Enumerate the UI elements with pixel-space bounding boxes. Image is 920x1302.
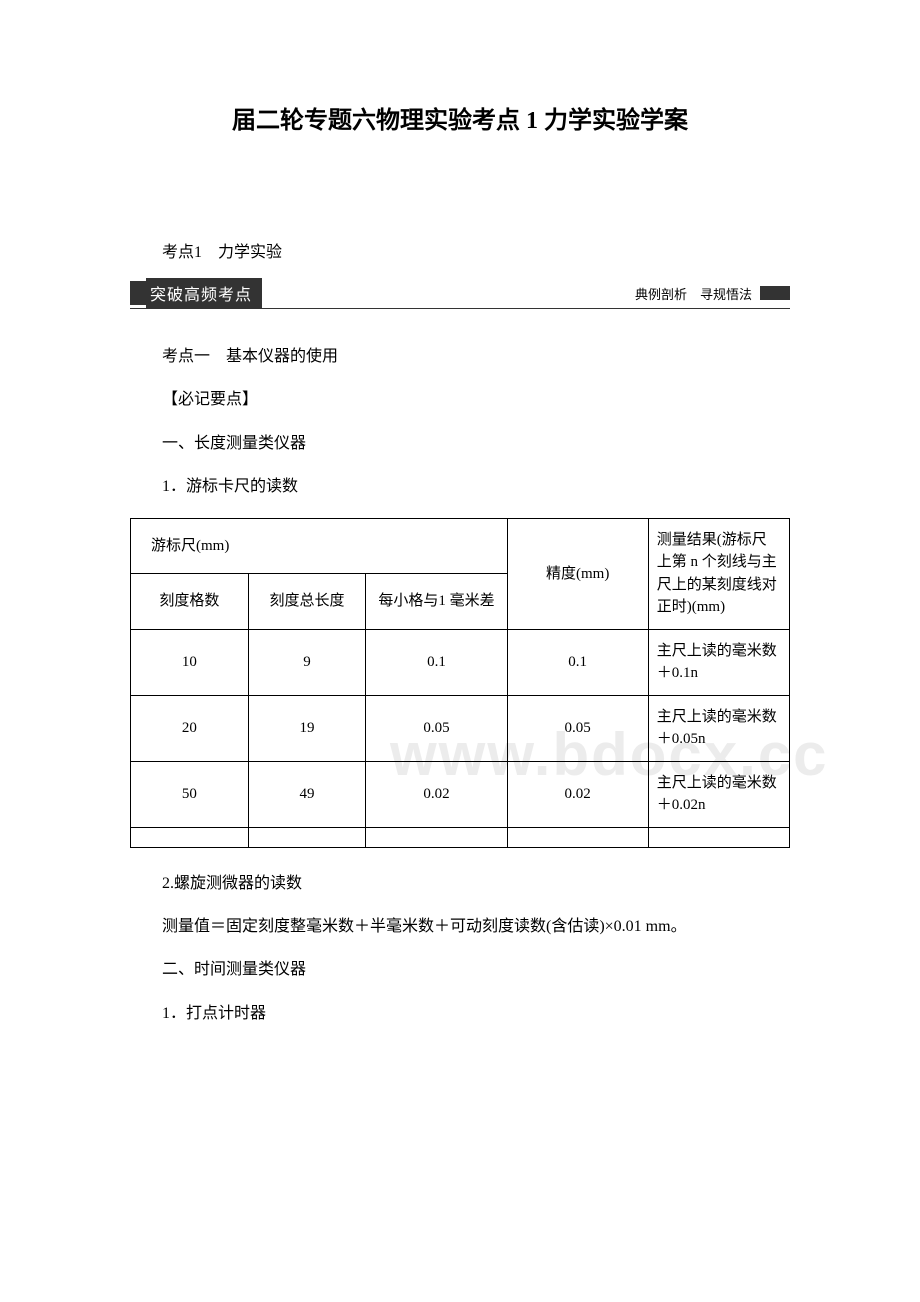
banner-right-text: 典例剖析 寻规悟法 xyxy=(635,284,752,303)
cell-diff: 0.1 xyxy=(366,629,507,695)
header-diff: 每小格与1 毫米差 xyxy=(366,574,507,630)
table-row: 10 9 0.1 0.1 主尺上读的毫米数＋0.1n xyxy=(131,629,790,695)
cell-result: 主尺上读的毫米数＋0.1n xyxy=(648,629,789,695)
item-2-heading: 2.螺旋测微器的读数 xyxy=(130,866,790,901)
table-header-row-1: 游标尺(mm) 精度(mm) 测量结果(游标尺上第 n 个刻线与主尺上的某刻度线… xyxy=(131,518,790,574)
category-1-heading: 一、长度测量类仪器 xyxy=(130,426,790,461)
banner-bar-icon xyxy=(130,281,146,305)
empty-cell xyxy=(648,827,789,847)
cell-diff: 0.02 xyxy=(366,761,507,827)
key-points-heading: 【必记要点】 xyxy=(130,382,790,417)
table-row: 20 19 0.05 0.05 主尺上读的毫米数＋0.05n xyxy=(131,695,790,761)
cell-result: 主尺上读的毫米数＋0.05n xyxy=(648,695,789,761)
cell-precision: 0.02 xyxy=(507,761,648,827)
topic-heading: 考点一 基本仪器的使用 xyxy=(130,339,790,374)
header-result: 测量结果(游标尺上第 n 个刻线与主尺上的某刻度线对正时)(mm) xyxy=(648,518,789,629)
empty-cell xyxy=(248,827,366,847)
empty-cell xyxy=(131,827,249,847)
banner-right-bar-icon xyxy=(760,286,790,300)
cell-length: 49 xyxy=(248,761,366,827)
vernier-caliper-table: 游标尺(mm) 精度(mm) 测量结果(游标尺上第 n 个刻线与主尺上的某刻度线… xyxy=(130,518,790,848)
cell-divisions: 10 xyxy=(131,629,249,695)
cell-divisions: 50 xyxy=(131,761,249,827)
banner-left-text: 突破高频考点 xyxy=(146,278,262,308)
exam-point-heading: 考点1 力学实验 xyxy=(130,235,790,270)
cell-precision: 0.05 xyxy=(507,695,648,761)
header-total-length: 刻度总长度 xyxy=(248,574,366,630)
table-row: 50 49 0.02 0.02 主尺上读的毫米数＋0.02n xyxy=(131,761,790,827)
cell-divisions: 20 xyxy=(131,695,249,761)
empty-cell xyxy=(366,827,507,847)
micrometer-formula: 测量值＝固定刻度整毫米数＋半毫米数＋可动刻度读数(含估读)×0.01 mm。 xyxy=(130,909,790,944)
category-2-heading: 二、时间测量类仪器 xyxy=(130,952,790,987)
document-title: 届二轮专题六物理实验考点 1 力学实验学案 xyxy=(130,100,790,135)
cell-result: 主尺上读的毫米数＋0.02n xyxy=(648,761,789,827)
cell-length: 19 xyxy=(248,695,366,761)
banner-left: 突破高频考点 xyxy=(130,278,262,308)
empty-cell xyxy=(507,827,648,847)
cell-length: 9 xyxy=(248,629,366,695)
table-empty-row xyxy=(131,827,790,847)
header-vernier: 游标尺(mm) xyxy=(131,518,508,574)
cell-diff: 0.05 xyxy=(366,695,507,761)
timer-heading: 1．打点计时器 xyxy=(130,996,790,1031)
header-precision: 精度(mm) xyxy=(507,518,648,629)
item-1-heading: 1．游标卡尺的读数 xyxy=(130,469,790,504)
header-divisions: 刻度格数 xyxy=(131,574,249,630)
section-banner: 突破高频考点 典例剖析 寻规悟法 xyxy=(130,278,790,309)
cell-precision: 0.1 xyxy=(507,629,648,695)
banner-right: 典例剖析 寻规悟法 xyxy=(635,284,790,303)
